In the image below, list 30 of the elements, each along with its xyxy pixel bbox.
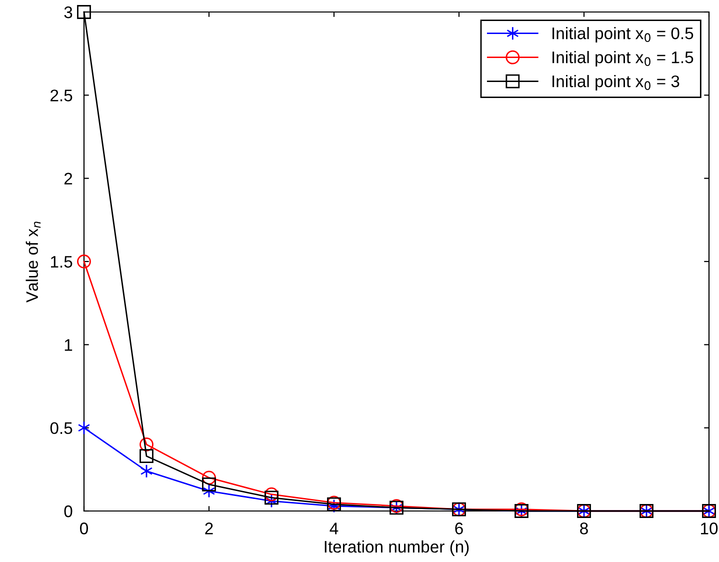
point (140, 449, 154, 464)
point (202, 484, 216, 498)
x-tick-label: 8 (580, 522, 588, 534)
x-axis-title: Iteration number (n) (324, 540, 469, 556)
y-tick-label: 2.5 (50, 90, 72, 102)
y-axis-title: Value of x$_{n}$ (26, 222, 41, 303)
y-tick-label: 1.5 (50, 256, 72, 268)
point (202, 470, 216, 485)
point (265, 494, 278, 508)
point (77, 254, 91, 268)
x-tick-label: 6 (455, 522, 463, 534)
x-tick-label: 0 (80, 522, 88, 534)
point (78, 420, 90, 435)
y-tick-label: 0.5 (50, 422, 72, 434)
y-tick-label: 3 (64, 6, 72, 18)
y-tick-label: 1 (64, 339, 72, 351)
x-tick-label: 10 (701, 522, 718, 534)
y-tick-label: 2 (64, 172, 72, 184)
legend-label: Initial point x$_{0}$ = 3 (552, 75, 680, 91)
legend-label: Initial point x$_{0}$ = 0.5 (552, 27, 694, 43)
point (264, 490, 278, 505)
point (140, 438, 154, 452)
point (140, 464, 153, 478)
x-tick-label: 2 (205, 522, 213, 534)
legend-label: Initial point x$_{0}$ = 1.5 (552, 51, 694, 67)
point (264, 487, 278, 502)
point (202, 477, 216, 492)
x-tick-label: 4 (330, 522, 338, 534)
point (77, 5, 91, 19)
y-tick-label: 0 (64, 505, 72, 518)
